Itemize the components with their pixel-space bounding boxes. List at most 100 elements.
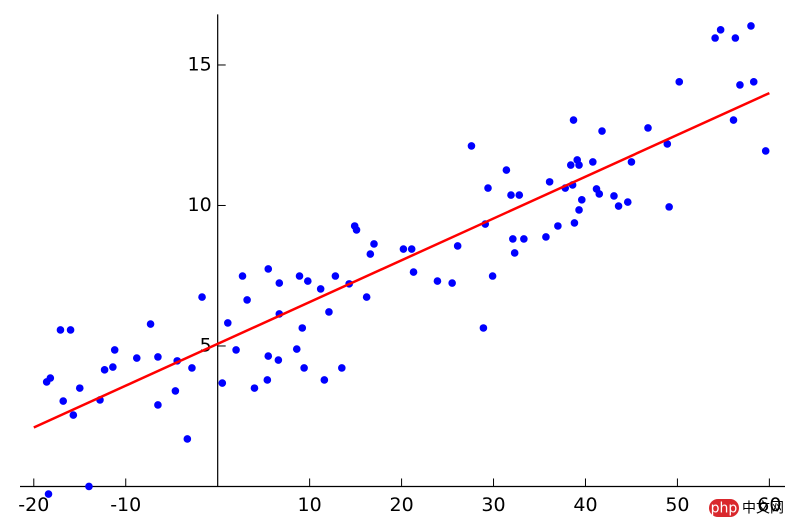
point [224,319,232,327]
point [274,356,283,364]
point [644,124,652,132]
point [132,354,141,362]
point [100,366,109,374]
point [729,116,738,124]
point [614,202,623,210]
watermark-logo: php [711,501,738,517]
point [316,285,325,293]
point [264,352,273,360]
point [484,184,492,192]
point [502,166,511,174]
point [110,346,119,354]
point [479,324,488,332]
x-tick-label: 60 [757,494,781,516]
point [300,364,308,372]
point [295,272,304,280]
point [665,203,673,211]
x-tick-label: 50 [665,494,689,516]
point [362,293,371,301]
point [575,206,583,214]
point [507,191,515,199]
point [569,116,578,124]
point [183,435,192,443]
point [610,192,618,200]
point [146,320,155,328]
point [453,242,462,250]
point [731,34,740,42]
watermark-text: 中文网 [742,501,784,517]
regression-line [33,91,770,429]
point [154,353,162,361]
point [554,222,562,230]
point [59,397,68,405]
x-tick-label: -20 [18,494,49,516]
point [409,268,418,276]
point [509,235,517,243]
point [56,326,65,334]
point [370,240,378,248]
point [366,250,375,258]
x-tick-label: 10 [298,494,322,516]
point [352,226,361,234]
point [338,364,346,372]
point [627,158,636,166]
point [250,384,259,392]
point [275,279,284,287]
point [407,245,416,253]
point [325,308,333,316]
point [589,158,597,166]
point [433,277,442,285]
point [218,379,227,387]
point [238,272,247,280]
point [570,219,579,227]
point [75,384,84,392]
point [716,26,725,34]
point [520,235,528,243]
point [154,401,162,409]
point [595,190,604,198]
x-tick-label: 40 [573,494,597,516]
point [749,78,758,86]
point [575,161,583,169]
y-tick-label: 15 [187,53,211,75]
point [542,233,550,241]
x-tick-label: 20 [389,494,413,516]
point [109,363,117,371]
point [171,387,180,395]
y-tick-label: 10 [187,194,211,216]
point [263,376,272,384]
point [331,272,340,280]
point [566,161,575,169]
point [577,196,586,204]
point [66,326,75,334]
point [598,127,606,135]
watermark-badge [709,499,739,517]
point [623,198,632,206]
point [264,265,273,273]
point [303,277,312,285]
point [46,374,55,382]
point [545,178,554,186]
point [232,346,240,354]
point [292,345,301,353]
point [320,376,329,384]
point [761,147,770,155]
x-tick-label: 30 [481,494,505,516]
point [747,22,755,30]
point [467,142,476,150]
point [510,249,519,257]
point [488,272,497,280]
x-tick-label: -10 [110,494,141,516]
point [515,191,524,199]
point [663,140,672,148]
point [69,411,78,419]
point [198,293,206,301]
point [243,296,251,304]
point [188,364,196,372]
point [448,279,456,287]
point [399,245,408,253]
point [711,34,719,42]
point [736,81,744,89]
point [675,78,684,86]
